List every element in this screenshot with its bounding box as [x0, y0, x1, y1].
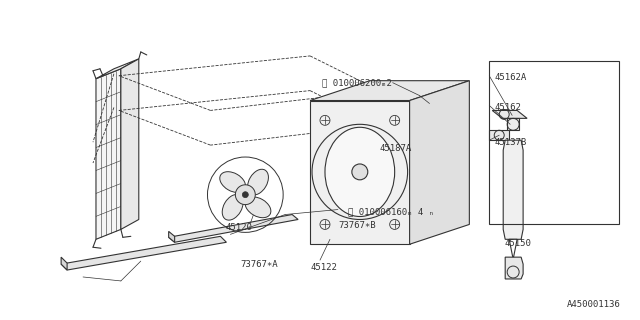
Polygon shape: [503, 140, 523, 239]
Text: Ⓑ 010006160ₘ 4 ₙ: Ⓑ 010006160ₘ 4 ₙ: [348, 207, 434, 216]
Polygon shape: [505, 257, 523, 279]
Polygon shape: [96, 69, 121, 239]
Ellipse shape: [325, 127, 395, 217]
Polygon shape: [96, 59, 139, 79]
Text: A450001136: A450001136: [567, 300, 621, 309]
Text: 73767∗B: 73767∗B: [338, 221, 376, 230]
Text: 45150: 45150: [504, 239, 531, 248]
Polygon shape: [489, 130, 509, 140]
Circle shape: [243, 192, 248, 198]
Polygon shape: [121, 59, 139, 229]
Circle shape: [236, 185, 255, 204]
Ellipse shape: [220, 172, 246, 192]
Ellipse shape: [245, 197, 271, 218]
Polygon shape: [509, 239, 517, 259]
Ellipse shape: [248, 169, 268, 195]
Polygon shape: [61, 236, 227, 270]
Polygon shape: [410, 81, 469, 244]
Polygon shape: [169, 231, 175, 242]
Polygon shape: [61, 257, 67, 270]
Polygon shape: [507, 118, 519, 130]
Polygon shape: [310, 81, 469, 100]
Text: 45120: 45120: [225, 223, 252, 232]
Ellipse shape: [222, 195, 243, 220]
Text: 45162A: 45162A: [494, 73, 527, 82]
Text: 45122: 45122: [310, 263, 337, 272]
Text: 45162: 45162: [494, 103, 521, 112]
Text: 45187A: 45187A: [380, 144, 412, 153]
Polygon shape: [169, 214, 298, 242]
Circle shape: [352, 164, 368, 180]
Polygon shape: [310, 100, 410, 244]
Text: Ⓑ 010006200ₘ2: Ⓑ 010006200ₘ2: [322, 78, 392, 87]
Text: 73767∗A: 73767∗A: [241, 260, 278, 268]
Text: 45137B: 45137B: [494, 138, 527, 147]
Polygon shape: [492, 110, 527, 118]
